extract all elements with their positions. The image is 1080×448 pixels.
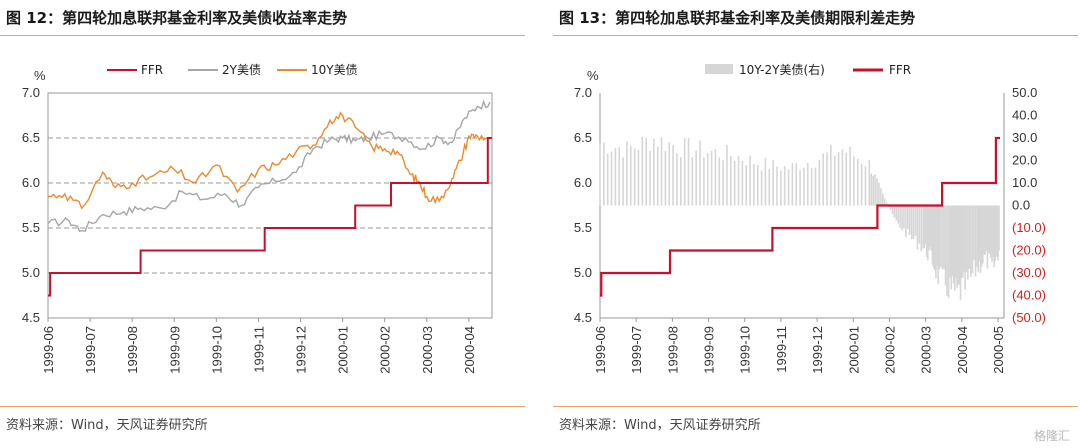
y-axis-unit: % (587, 68, 599, 83)
left-line-chart: 4.5 5.0 5.5 6.0 6.5 7.0% 1999-06 1999-07 1999-08… (22, 63, 493, 374)
legend-label: FFR (889, 63, 911, 77)
y2-tick-label: 50.0 (1012, 85, 1037, 100)
x-tick-label: 1999-09 (167, 326, 182, 374)
y2-tick-label: (50.0) (1012, 310, 1046, 325)
right-source-rule (553, 406, 1078, 407)
right-title-rule (553, 35, 1078, 36)
y-tick-label: 7.0 (574, 85, 592, 100)
y2-tick-label: (30.0) (1012, 265, 1046, 280)
left-figure-title: 图 12：第四轮加息联邦基金利率及美债收益率走势 (6, 9, 348, 27)
x-tick-label: 2000-04 (955, 326, 970, 374)
y-tick-label: 6.0 (22, 175, 40, 190)
y-tick-label: 5.5 (574, 220, 592, 235)
x-tick-label: 2000-04 (462, 326, 477, 374)
y-tick-label: 6.5 (574, 130, 592, 145)
x-tick-label: 2000-02 (882, 326, 897, 374)
x-tick-label: 1999-06 (593, 326, 608, 374)
y2-tick-label: (20.0) (1012, 243, 1046, 258)
x-tick-label: 2000-02 (378, 326, 393, 374)
legend-label: 2Y美债 (222, 63, 261, 77)
series-ffr-line (600, 136, 1000, 297)
left-source-note: 资料来源：Wind，天风证券研究所 (6, 418, 208, 433)
y2-tick-label: 30.0 (1012, 130, 1037, 145)
y-tick-label: 6.5 (22, 130, 40, 145)
y-tick-label: 5.0 (574, 265, 592, 280)
y2-tick-label: 0.0 (1012, 198, 1030, 213)
left-source-rule (0, 406, 525, 407)
legend-label: 10Y-2Y美债(右) (739, 62, 825, 77)
x-tick-label: 1999-10 (209, 326, 224, 374)
y2-tick-label: 10.0 (1012, 175, 1037, 190)
y2-tick-label: (40.0) (1012, 288, 1046, 303)
x-tick-label: 1999-07 (83, 326, 98, 374)
y-tick-label: 5.0 (22, 265, 40, 280)
plot-frame (47, 92, 493, 319)
right-bar-line-chart: 4.5 5.0 5.5 6.0 6.5 7.0 (50.0) (40.0) (30.0) (20.… (574, 62, 1046, 374)
y2-tick-label: 40.0 (1012, 108, 1037, 123)
x-tick-label: 2000-01 (336, 326, 351, 374)
x-tick-label: 2000-03 (420, 326, 435, 374)
y2-tick-label: 20.0 (1012, 153, 1037, 168)
x-tick-label: 1999-12 (810, 326, 825, 374)
legend-swatch (705, 64, 733, 74)
series-ffr-line (48, 137, 492, 297)
y-tick-label: 6.0 (574, 175, 592, 190)
right-figure-title: 图 13：第四轮加息联邦基金利率及美债期限利差走势 (559, 9, 916, 27)
x-tick-label: 1999-12 (294, 326, 309, 374)
x-tick-label: 1999-07 (629, 326, 644, 374)
watermark-logo: 格隆汇 (1033, 429, 1070, 443)
left-figure-panel: 图 12：第四轮加息联邦基金利率及美债收益率走势 4.5 5.0 5.5 6.0 6.5… (0, 0, 525, 448)
series-10y-line (48, 111, 490, 210)
left-title-rule (0, 35, 525, 36)
x-tick-label: 2000-01 (846, 326, 861, 374)
x-tick-label: 1999-09 (702, 326, 717, 374)
right-source-note: 资料来源：Wind，天风证券研究所 (559, 418, 761, 433)
y2-tick-label: (10.0) (1012, 220, 1046, 235)
legend-label: FFR (141, 63, 163, 77)
right-figure-panel: 图 13：第四轮加息联邦基金利率及美债期限利差走势 4.5 5.0 5.5 6.0 6.… (553, 0, 1078, 448)
x-tick-label: 2000-05 (991, 326, 1006, 374)
y-axis-unit: % (34, 68, 46, 83)
series-2y-line (47, 99, 491, 233)
legend-label: 10Y美债 (311, 63, 358, 77)
x-tick-label: 1999-11 (774, 326, 789, 373)
x-tick-label: 1999-10 (738, 326, 753, 374)
y-tick-label: 4.5 (574, 310, 592, 325)
x-tick-label: 1999-06 (41, 326, 56, 374)
x-tick-label: 1999-08 (125, 326, 140, 374)
x-tick-label: 1999-08 (665, 326, 680, 374)
y-tick-label: 4.5 (22, 310, 40, 325)
y-tick-label: 5.5 (22, 220, 40, 235)
x-tick-label: 1999-11 (251, 326, 266, 373)
x-tick-label: 2000-03 (919, 326, 934, 374)
y-tick-label: 7.0 (22, 85, 40, 100)
